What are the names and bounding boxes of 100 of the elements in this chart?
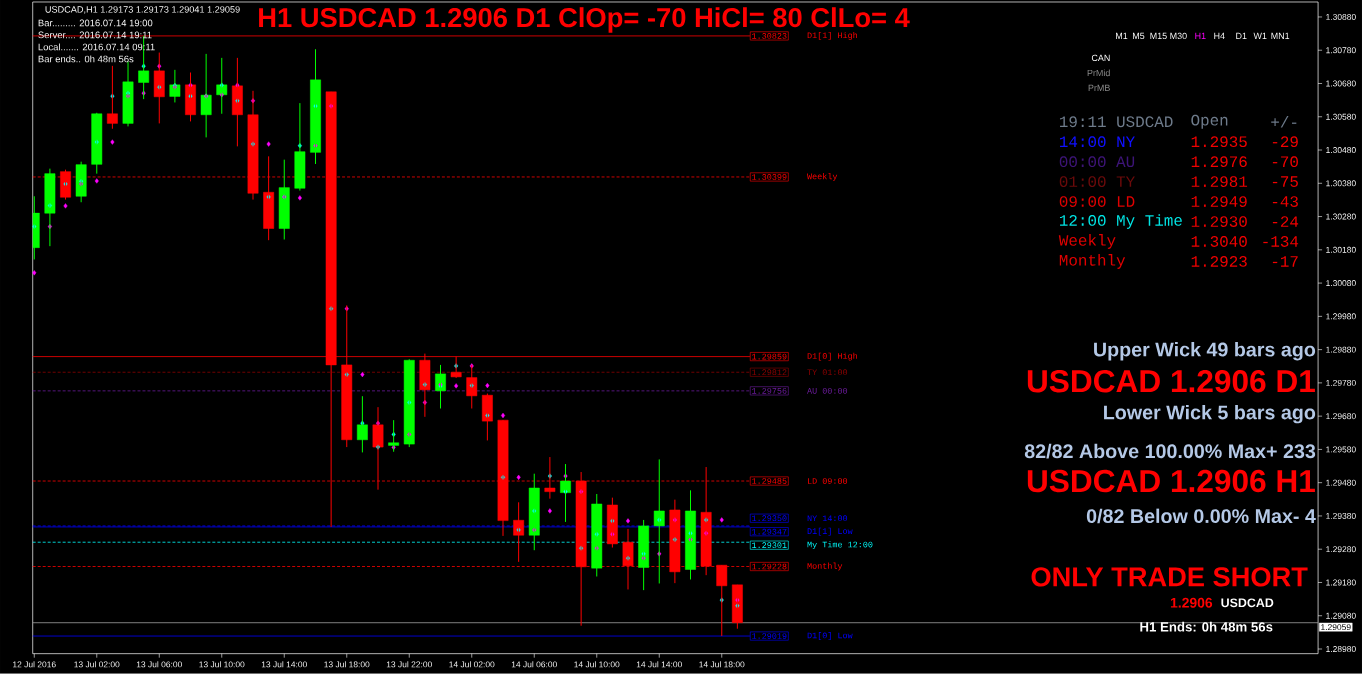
- annotation: TY 01:00: [807, 369, 848, 376]
- x-tick-label: 12 Jul 2016: [13, 661, 56, 668]
- annotation: PrMid: [1087, 69, 1110, 77]
- annotation: -24: [1272, 216, 1299, 228]
- ref-line-label: 1.29059: [1321, 624, 1351, 631]
- y-tick-label: 1.28980: [1326, 646, 1356, 653]
- x-tick-label: 14 Jul 14:00: [636, 661, 682, 668]
- annotation: D1[1] High: [807, 32, 858, 41]
- y-tick-label: 1.30580: [1326, 113, 1356, 120]
- annotation: LD 09:00: [808, 478, 848, 485]
- x-tick-label: 14 Jul 06:00: [511, 661, 557, 668]
- annotation: 00:00 AU: [1059, 156, 1135, 168]
- annotation: D1[0] High: [807, 352, 858, 361]
- chart-subtitle: USDCAD,H1 1.29173 1.29173 1.29041 1.29059: [45, 6, 240, 14]
- x-tick-label: 14 Jul 02:00: [449, 661, 495, 668]
- annotation: NY 14:00: [807, 515, 848, 522]
- y-tick-label: 1.29180: [1326, 579, 1356, 586]
- y-tick-label: 1.29680: [1326, 413, 1356, 420]
- annotation: USDCAD 1.2906 H1: [1027, 470, 1315, 493]
- y-tick-label: 1.30380: [1326, 180, 1356, 187]
- y-tick-label: 1.29080: [1326, 612, 1356, 619]
- annotation: 1.2930: [1191, 216, 1247, 228]
- annotation: 1.2906: [1170, 598, 1213, 608]
- annotation: -17: [1272, 256, 1298, 267]
- y-tick-label: 1.30780: [1326, 47, 1356, 54]
- x-tick-label: 13 Jul 22:00: [386, 661, 432, 668]
- y-tick-label: 1.29580: [1326, 446, 1356, 453]
- x-tick-label: 13 Jul 06:00: [136, 661, 182, 668]
- annotation: W1: [1253, 33, 1267, 40]
- x-tick-label: 13 Jul 14:00: [261, 661, 307, 668]
- annotation: My Time 12:00: [807, 541, 873, 550]
- ref-line-label: 1.29228: [752, 563, 787, 570]
- annotation: M5: [1132, 32, 1145, 40]
- y-tick-label: 1.29480: [1326, 479, 1356, 486]
- annotation: 1.2949: [1191, 196, 1247, 208]
- annotation: 12:00 My Time: [1059, 214, 1182, 230]
- annotation: Upper Wick 49 bars ago: [1094, 342, 1316, 361]
- annotation: H1 Ends: 0h 48m 56s: [1140, 622, 1273, 632]
- annotation: M15: [1150, 32, 1167, 40]
- annotation: Bar......... 2016.07.14 19:00: [38, 19, 153, 27]
- annotation: USDCAD 1.2906 D1: [1027, 370, 1315, 393]
- annotation: 1.2923: [1191, 256, 1247, 268]
- annotation: D1[0] Low: [807, 632, 853, 641]
- x-tick-label: 14 Jul 18:00: [699, 661, 745, 668]
- annotation: 0/82 Below 0.00% Max- 4: [1086, 508, 1316, 524]
- y-tick-label: 1.29780: [1326, 380, 1356, 387]
- annotation: +/-: [1271, 116, 1297, 128]
- annotation: 1.2976: [1191, 156, 1247, 168]
- annotation: ONLY TRADE SHORT: [1031, 567, 1308, 587]
- annotation: 14:00 NY: [1059, 136, 1135, 148]
- ref-line-label: 1.29347: [752, 529, 787, 535]
- chart-title: H1 USDCAD 1.2906 D1 ClOp= -70 HiCl= 80 ClLo= 4: [259, 7, 910, 33]
- ref-line-label: 1.29485: [752, 478, 787, 485]
- y-tick-label: 1.29280: [1326, 546, 1356, 553]
- annotation: M30: [1170, 32, 1187, 40]
- ref-line-label: 1.29301: [752, 542, 787, 549]
- annotation: 01:00 TY: [1059, 176, 1135, 188]
- annotation: 82/82 Above 100.00% Max+ 233: [1024, 443, 1316, 459]
- y-tick-label: 1.30280: [1326, 213, 1356, 220]
- ref-line-label: 1.29350: [752, 515, 787, 522]
- ref-line-label: 1.30823: [752, 33, 787, 39]
- annotation: 09:00 LD: [1059, 196, 1135, 208]
- ref-line-label: 1.29812: [752, 369, 787, 376]
- annotation: Monthly: [807, 562, 843, 571]
- ref-line-label: 1.29019: [752, 633, 787, 640]
- annotation: -43: [1272, 196, 1298, 208]
- annotation: M1: [1116, 33, 1128, 40]
- y-tick-label: 1.29980: [1326, 313, 1356, 320]
- annotation: Lower Wick 5 bars ago: [1104, 405, 1316, 424]
- y-tick-label: 1.30880: [1326, 14, 1356, 21]
- ref-line-label: 1.29859: [752, 353, 787, 360]
- annotation: 1.2935: [1191, 136, 1247, 148]
- x-tick-label: 13 Jul 02:00: [74, 661, 120, 668]
- annotation: Monthly: [1059, 254, 1126, 270]
- y-tick-label: 1.29880: [1326, 346, 1356, 353]
- annotation: USDCAD: [1221, 598, 1274, 608]
- annotation: PrMB: [1088, 84, 1110, 92]
- annotation: -75: [1272, 176, 1298, 188]
- annotation: Weekly: [1058, 234, 1116, 250]
- y-tick-label: 1.30080: [1326, 280, 1356, 287]
- annotation: Open: [1191, 114, 1228, 129]
- annotation: D1[1] Low: [807, 527, 853, 536]
- annotation: Server.... 2016.07.14 19:11: [38, 31, 152, 39]
- annotation: 1.3040: [1191, 236, 1247, 248]
- annotation: Bar ends.. 0h 48m 56s: [38, 55, 134, 63]
- annotation: CAN: [1091, 54, 1110, 62]
- y-tick-label: 1.29380: [1326, 513, 1356, 520]
- annotation: -70: [1272, 156, 1298, 168]
- annotation: -29: [1272, 136, 1298, 148]
- ref-line-label: 1.30399: [752, 174, 787, 181]
- annotation: Weekly: [807, 173, 838, 182]
- x-tick-label: 14 Jul 10:00: [574, 661, 620, 668]
- y-tick-label: 1.30180: [1326, 247, 1356, 253]
- annotation: H1: [1195, 33, 1206, 40]
- annotation: D1: [1236, 33, 1247, 40]
- annotation: 19:11 USDCAD: [1059, 116, 1173, 128]
- ref-line-label: 1.29756: [752, 388, 787, 394]
- annotation: -134: [1263, 236, 1299, 248]
- annotation: H4: [1214, 33, 1225, 40]
- y-tick-label: 1.30680: [1326, 80, 1356, 87]
